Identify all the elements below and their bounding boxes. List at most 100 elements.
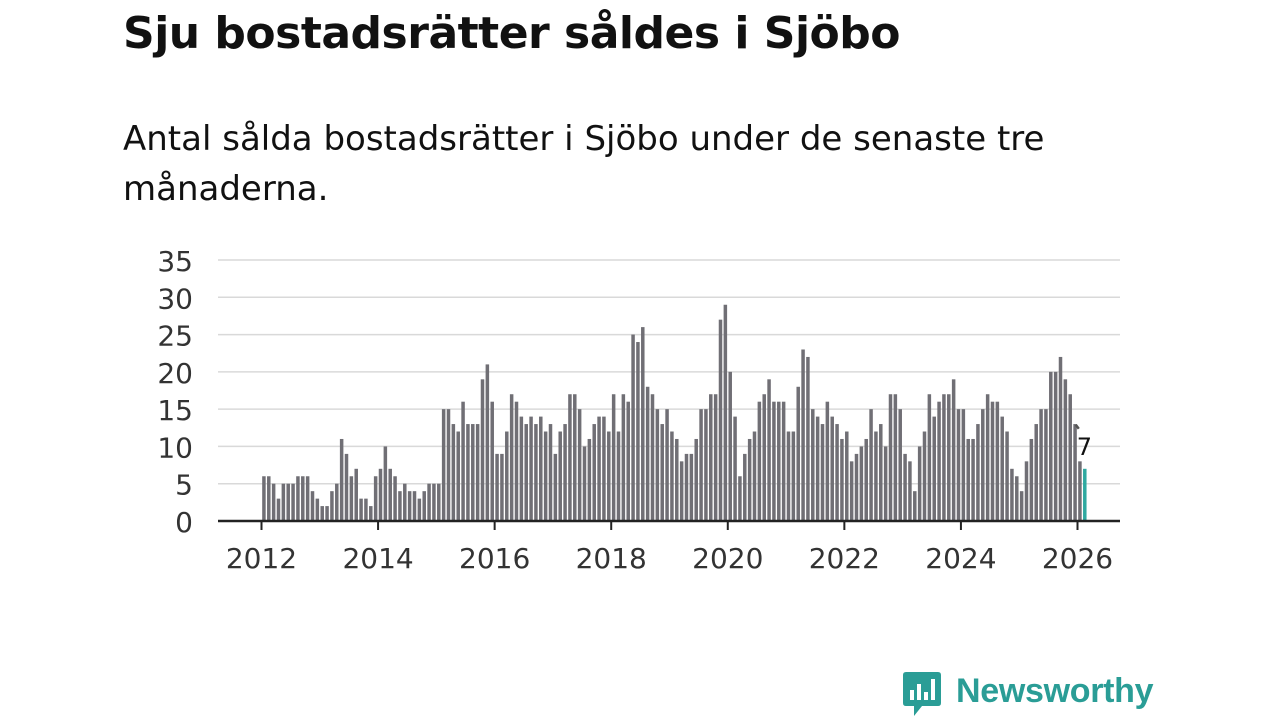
bar bbox=[966, 438, 970, 521]
bar bbox=[1044, 409, 1048, 521]
bar bbox=[655, 409, 660, 521]
bar bbox=[359, 498, 363, 521]
bar bbox=[301, 476, 305, 521]
y-tick-label: 15 bbox=[157, 394, 193, 427]
bar bbox=[276, 498, 281, 521]
bar bbox=[573, 394, 577, 521]
bar bbox=[364, 498, 368, 521]
bar bbox=[781, 401, 786, 521]
bar bbox=[616, 431, 621, 521]
bar bbox=[1078, 461, 1082, 521]
y-tick-label: 30 bbox=[157, 282, 193, 315]
bar-chart: 0 5 10 15 20 25 30 35 2012 2014 2016 2018 2020 2022 20… bbox=[157, 245, 1120, 575]
bar bbox=[626, 401, 630, 521]
x-tick-label: 2018 bbox=[576, 542, 647, 575]
bar bbox=[558, 431, 562, 521]
chart-subtitle: Antal sålda bostadsrätter i Sjöbo under … bbox=[123, 119, 1045, 209]
bar bbox=[893, 394, 898, 521]
bar bbox=[859, 446, 864, 521]
bar bbox=[699, 409, 703, 521]
bar bbox=[660, 424, 664, 521]
bar bbox=[869, 409, 873, 521]
x-tick-label: 2022 bbox=[809, 542, 880, 575]
bar bbox=[815, 416, 820, 521]
bar bbox=[995, 401, 1000, 521]
bar bbox=[636, 342, 640, 521]
newsworthy-logo-icon bbox=[903, 672, 941, 716]
newsworthy-wordmark: Newsworthy bbox=[956, 671, 1154, 710]
bar bbox=[864, 438, 868, 521]
x-tick-label: 2024 bbox=[925, 542, 996, 575]
bar bbox=[762, 394, 766, 521]
bar bbox=[976, 424, 980, 521]
bar bbox=[1024, 461, 1029, 521]
bar bbox=[854, 453, 859, 521]
bar bbox=[684, 453, 689, 521]
bar bbox=[796, 386, 800, 521]
bar bbox=[607, 431, 611, 521]
bar bbox=[1019, 491, 1024, 521]
bar bbox=[820, 424, 825, 521]
bar bbox=[1010, 468, 1014, 521]
bar bbox=[704, 409, 708, 521]
bar bbox=[500, 453, 504, 521]
y-tick-label: 5 bbox=[175, 469, 193, 502]
bar bbox=[427, 483, 431, 521]
bar bbox=[888, 394, 893, 521]
bar bbox=[990, 401, 995, 521]
bar bbox=[446, 409, 451, 521]
bar bbox=[534, 424, 538, 521]
bar bbox=[743, 453, 747, 521]
bar bbox=[577, 409, 582, 521]
bar bbox=[480, 379, 485, 521]
x-tick-label: 2012 bbox=[226, 542, 297, 575]
bar bbox=[422, 491, 426, 521]
bar bbox=[913, 491, 917, 521]
bar bbox=[631, 334, 635, 521]
bar bbox=[849, 461, 854, 521]
bar bbox=[971, 438, 975, 521]
bar bbox=[777, 401, 781, 521]
bar bbox=[539, 416, 543, 521]
bar bbox=[286, 483, 290, 521]
bar bbox=[903, 453, 907, 521]
y-tick-label: 0 bbox=[175, 506, 193, 539]
bar bbox=[529, 416, 533, 521]
bar bbox=[806, 356, 810, 521]
bar bbox=[398, 491, 402, 521]
bar bbox=[582, 446, 587, 521]
bar bbox=[461, 401, 465, 521]
bar bbox=[335, 483, 339, 521]
bar bbox=[349, 476, 354, 521]
bar bbox=[437, 483, 441, 521]
bar bbox=[320, 506, 324, 521]
bar bbox=[791, 431, 796, 521]
bar bbox=[592, 424, 596, 521]
bar bbox=[874, 431, 878, 521]
bar bbox=[1015, 476, 1019, 521]
bar bbox=[932, 416, 936, 521]
bar bbox=[694, 438, 698, 521]
bar bbox=[738, 476, 742, 521]
bar bbox=[985, 394, 990, 521]
bar bbox=[675, 438, 679, 521]
bar bbox=[922, 431, 927, 521]
bar bbox=[879, 424, 883, 521]
bar bbox=[645, 386, 650, 521]
y-tick-label: 25 bbox=[157, 320, 193, 353]
bar bbox=[519, 416, 524, 521]
bar bbox=[917, 446, 922, 521]
bar bbox=[752, 431, 757, 521]
bar bbox=[378, 468, 383, 521]
bar bbox=[961, 409, 966, 521]
bar bbox=[344, 453, 349, 521]
bar bbox=[354, 468, 358, 521]
bar bbox=[495, 453, 499, 521]
bar bbox=[937, 401, 941, 521]
bar bbox=[524, 424, 528, 521]
bar bbox=[262, 476, 266, 521]
bar bbox=[747, 438, 752, 521]
bar bbox=[563, 424, 567, 521]
bar bbox=[825, 401, 830, 521]
bar bbox=[709, 394, 713, 521]
